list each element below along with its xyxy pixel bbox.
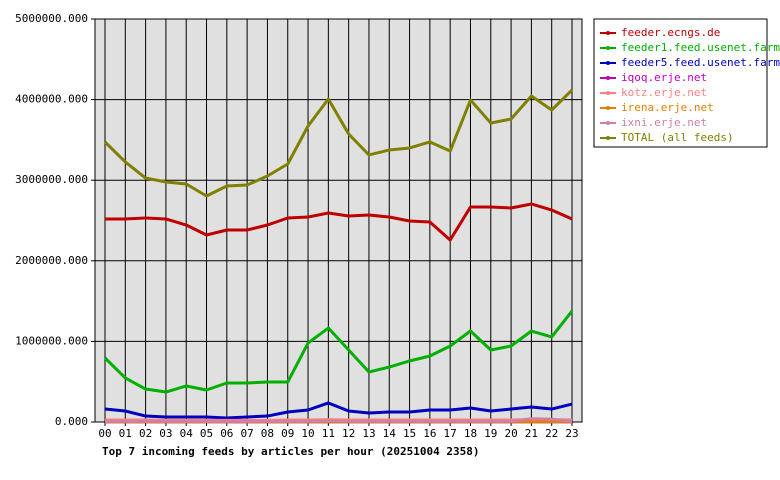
legend-box [593, 18, 768, 148]
legend-label: ixni.erje.net [621, 116, 707, 129]
x-tick-label: 05 [200, 427, 213, 440]
legend-label: iqoq.erje.net [621, 71, 707, 84]
series-line [103, 310, 574, 394]
legend-dot [606, 121, 610, 125]
legend-dot [606, 91, 610, 95]
legend-dot [606, 76, 610, 80]
x-tick-label: 12 [342, 427, 355, 440]
x-tick-label: 10 [301, 427, 314, 440]
x-tick-label: 17 [444, 427, 457, 440]
x-tick-label: 23 [565, 427, 578, 440]
x-tick-label: 15 [403, 427, 416, 440]
legend-dot [606, 106, 610, 110]
x-tick-label: 18 [464, 427, 477, 440]
series-line [104, 401, 573, 420]
legend-dot [606, 46, 610, 50]
legend-dot [606, 61, 610, 65]
chart-title: Top 7 incoming feeds by articles per hou… [102, 445, 480, 458]
x-tick-label: 13 [362, 427, 375, 440]
y-tick-label: 4000000.000 [15, 93, 88, 106]
legend-label: irena.erje.net [621, 101, 714, 114]
legend-label: feeder1.feed.usenet.farm [621, 41, 780, 54]
y-tick-label: 0.000 [55, 415, 88, 428]
y-tick-label: 5000000.000 [15, 12, 88, 25]
legend-label: TOTAL (all feeds) [621, 131, 734, 144]
legend-label: kotz.erje.net [621, 86, 707, 99]
series-line [105, 417, 573, 423]
y-tick-label: 2000000.000 [15, 254, 88, 267]
x-tick-label: 19 [484, 427, 497, 440]
x-tick-label: 09 [281, 427, 294, 440]
x-tick-label: 11 [322, 427, 335, 440]
x-tick-label: 14 [383, 427, 397, 440]
legend-dot [606, 31, 610, 35]
x-tick-label: 02 [139, 427, 152, 440]
x-tick-label: 21 [525, 427, 538, 440]
legend-dot [606, 136, 610, 140]
x-tick-label: 06 [220, 427, 233, 440]
x-tick-label: 07 [241, 427, 254, 440]
series-line [105, 202, 573, 242]
x-tick-label: 01 [119, 427, 132, 440]
x-tick-label: 00 [98, 427, 111, 440]
y-tick-label: 1000000.000 [15, 334, 88, 347]
legend-label: feeder.ecngs.de [621, 26, 720, 39]
x-tick-label: 03 [159, 427, 172, 440]
y-tick-label: 3000000.000 [15, 173, 88, 186]
series-line [103, 88, 574, 198]
x-tick-label: 04 [180, 427, 194, 440]
legend-label: feeder5.feed.usenet.farm [621, 56, 780, 69]
x-tick-label: 22 [545, 427, 558, 440]
x-tick-label: 16 [423, 427, 436, 440]
x-tick-label: 08 [261, 427, 274, 440]
x-tick-label: 20 [504, 427, 517, 440]
